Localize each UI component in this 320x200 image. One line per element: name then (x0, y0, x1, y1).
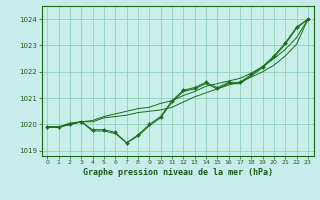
X-axis label: Graphe pression niveau de la mer (hPa): Graphe pression niveau de la mer (hPa) (83, 168, 273, 177)
